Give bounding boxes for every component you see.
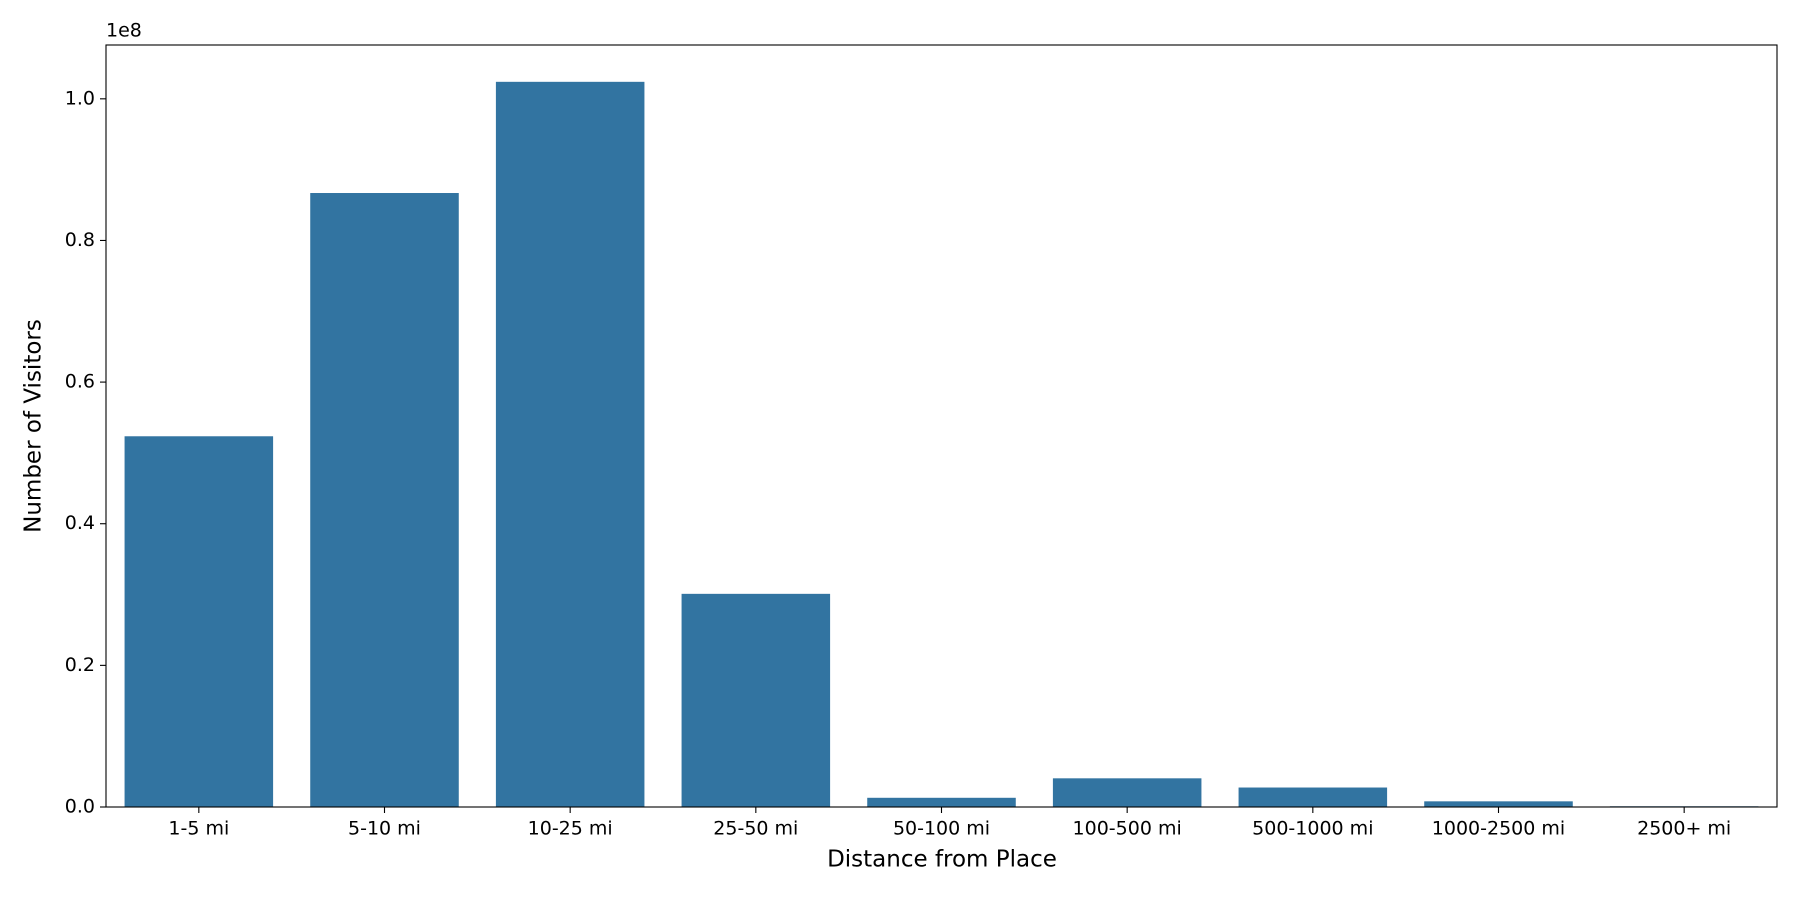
plot-frame [105, 44, 1778, 808]
y-tick-label: 0.2 [65, 654, 95, 676]
x-tick-label: 50-100 mi [893, 818, 990, 840]
bar [1424, 801, 1573, 807]
x-tick-label: 1-5 mi [168, 818, 229, 840]
x-tick-label: 2500+ mi [1637, 818, 1731, 840]
bar [495, 81, 645, 808]
bar [1238, 787, 1388, 807]
x-tick-label: 500-1000 mi [1252, 818, 1373, 840]
x-tick-label: 100-500 mi [1073, 818, 1182, 840]
y-tick-label: 0.6 [65, 371, 95, 393]
x-axis-label: Distance from Place [827, 847, 1057, 873]
y-tick-label: 1.0 [65, 87, 95, 109]
bar [1052, 778, 1202, 807]
y-offset-label: 1e8 [106, 20, 142, 42]
bar [681, 593, 831, 807]
x-tick-label: 1000-2500 mi [1432, 818, 1565, 840]
bar [310, 193, 459, 808]
x-tick-label: 25-50 mi [713, 818, 798, 840]
x-tick-label: 10-25 mi [528, 818, 613, 840]
x-tick-label: 5-10 mi [348, 818, 421, 840]
y-tick-label: 0.4 [65, 512, 95, 534]
y-tick-label: 0.0 [65, 796, 95, 818]
bar [867, 797, 1016, 807]
bar [124, 436, 274, 807]
y-axis-label: Number of Visitors [21, 319, 47, 533]
y-tick-label: 0.8 [65, 229, 95, 251]
